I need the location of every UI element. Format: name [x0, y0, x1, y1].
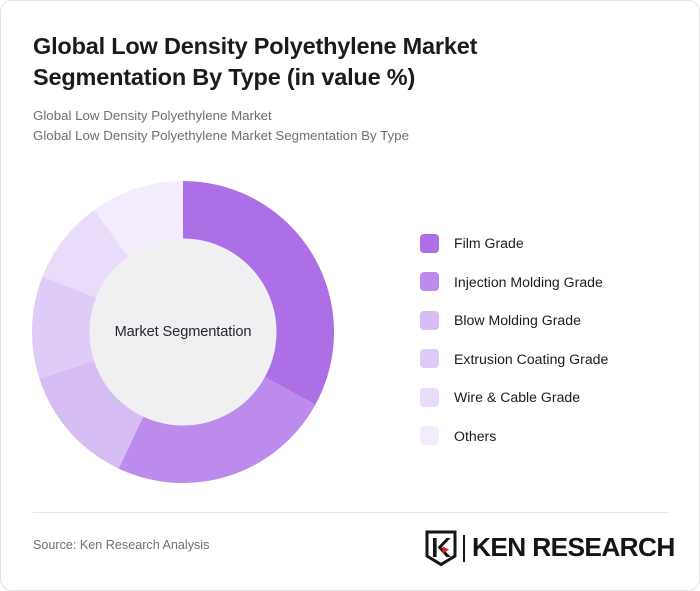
logo-accent-triangle-icon [442, 546, 450, 554]
page-title: Global Low Density Polyethylene Market S… [33, 33, 478, 91]
legend-label: Others [454, 427, 497, 444]
ken-research-logo: KEN RESEARCH [424, 529, 676, 567]
chart-footer: Source: Ken Research Analysis KEN RESEAR… [33, 529, 676, 569]
chart-area: Market Segmentation Film Grade Injection … [1, 169, 699, 499]
logo-divider [463, 534, 466, 562]
legend-label: Wire & Cable Grade [454, 389, 581, 406]
logo-wordmark: KEN RESEARCH [472, 533, 675, 562]
chart-header: Global Low Density Polyethylene Market S… [33, 31, 653, 145]
donut-hole [89, 238, 277, 426]
legend-swatch-icon [420, 233, 439, 253]
legend-item[interactable]: Extrusion Coating Grade [420, 340, 680, 379]
chart-legend: Film Grade Injection Molding Grade Blow Mo… [420, 224, 680, 455]
legend-label: Extrusion Coating Grade [454, 350, 609, 367]
chart-subtitles: Global Low Density Polyethylene Market G… [33, 106, 653, 145]
donut-svg [32, 181, 334, 483]
legend-label: Injection Molding Grade [454, 273, 603, 290]
source-text: Source: Ken Research Analysis [33, 538, 210, 552]
legend-swatch-icon [420, 272, 439, 292]
legend-item[interactable]: Film Grade [420, 224, 680, 263]
ken-research-emblem-icon [425, 530, 457, 566]
legend-item[interactable]: Wire & Cable Grade [420, 378, 680, 417]
legend-item[interactable]: Injection Molding Grade [420, 263, 680, 302]
legend-label: Blow Molding Grade [454, 312, 581, 329]
legend-swatch-icon [420, 310, 439, 330]
legend-item[interactable]: Blow Molding Grade [420, 301, 680, 340]
legend-swatch-icon [420, 387, 439, 407]
legend-item[interactable]: Others [420, 417, 680, 456]
subtitle-line-2: Global Low Density Polyethylene Market S… [33, 127, 409, 143]
legend-label: Film Grade [454, 235, 524, 252]
footer-divider [33, 512, 669, 513]
legend-swatch-icon [420, 349, 439, 369]
donut-chart: Market Segmentation [32, 181, 334, 483]
legend-swatch-icon [420, 426, 439, 446]
subtitle-line-1: Global Low Density Polyethylene Market [33, 108, 272, 124]
